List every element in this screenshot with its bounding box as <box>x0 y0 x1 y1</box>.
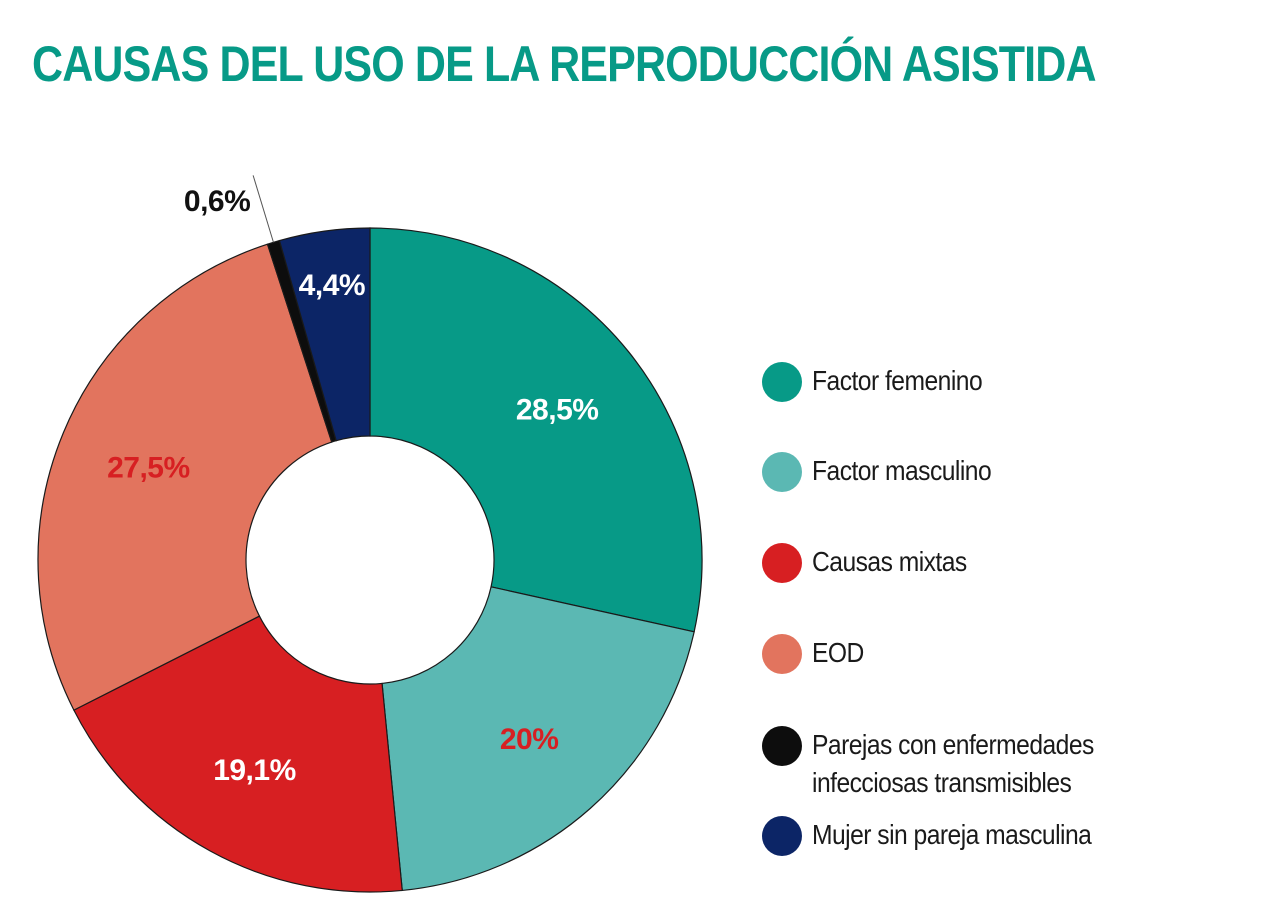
legend-item: Parejas con enfermedades infecciosas tran… <box>762 726 1132 802</box>
legend-swatch <box>762 634 802 674</box>
legend-label: EOD <box>812 634 864 672</box>
slice-label-factor-femenino: 28,5% <box>516 393 599 426</box>
legend-label-line: Parejas con enfermedades <box>812 729 1094 760</box>
donut-chart: 28,5% 20% 19,1% 27,5% 0,6% 4,4% <box>37 175 703 893</box>
slice-label-factor-masculino: 20% <box>500 723 559 756</box>
slice-label-causas-mixtas: 19,1% <box>213 754 296 787</box>
slice-mujer-sin-pareja <box>278 227 371 442</box>
legend-swatch <box>762 726 802 766</box>
legend-label-line: Factor masculino <box>812 455 992 486</box>
legend-swatch <box>762 543 802 583</box>
legend-swatch <box>762 362 802 402</box>
legend-label: Parejas con enfermedades infecciosas tran… <box>812 726 1094 802</box>
legend-item: Mujer sin pareja masculina <box>762 816 1129 856</box>
slice-factor-masculino <box>381 586 695 892</box>
legend-swatch <box>762 816 802 856</box>
legend-label-line: EOD <box>812 637 864 668</box>
legend-label-line: infecciosas transmisibles <box>812 767 1072 798</box>
legend-item: Factor femenino <box>762 362 1005 402</box>
slice-label-eod: 27,5% <box>107 451 190 484</box>
slice-factor-femenino <box>369 227 703 633</box>
slice-causas-mixtas <box>73 615 403 893</box>
legend-item: EOD <box>762 634 871 674</box>
legend-label: Causas mixtas <box>812 543 967 581</box>
legend-item: Factor masculino <box>762 452 1016 492</box>
leader-line-parejas-enfermedades <box>252 175 274 243</box>
legend-label-line: Mujer sin pareja masculina <box>812 819 1092 850</box>
legend-swatch <box>762 452 802 492</box>
slice-label-parejas-enfermedades: 0,6% <box>184 185 250 218</box>
legend-label: Factor femenino <box>812 362 983 400</box>
legend-label-line: Factor femenino <box>812 365 983 396</box>
chart-title: CAUSAS DEL USO DE LA REPRODUCCIÓN ASISTI… <box>32 36 1097 92</box>
legend-item: Causas mixtas <box>762 543 988 583</box>
slice-eod <box>37 243 333 711</box>
slice-label-mujer-sin-pareja: 4,4% <box>299 269 365 302</box>
legend-label: Factor masculino <box>812 452 992 490</box>
legend-label-line: Causas mixtas <box>812 546 967 577</box>
legend-label: Mujer sin pareja masculina <box>812 816 1092 854</box>
